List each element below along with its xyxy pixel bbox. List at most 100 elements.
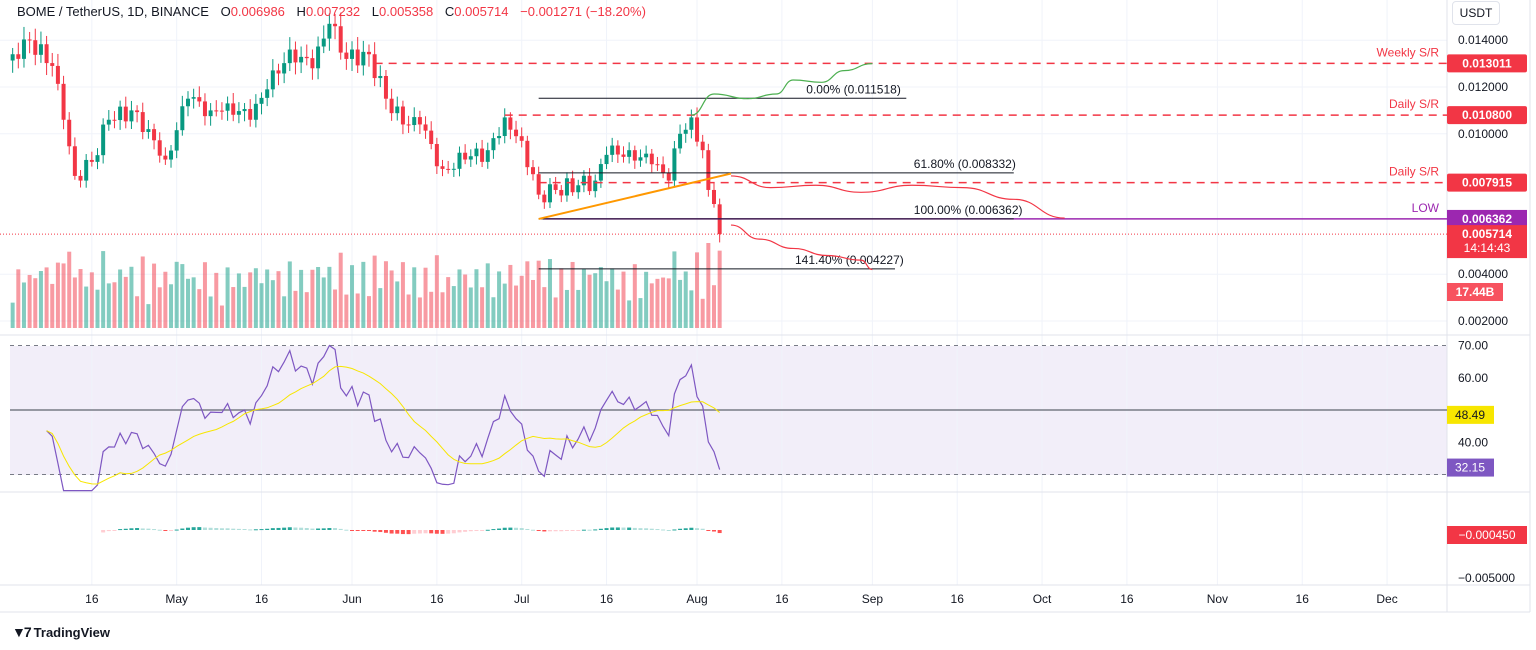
chart-legend: BOME / TetherUS, 1D, BINANCE O0.006986 H…	[17, 4, 646, 19]
low-value: 0.005358	[379, 4, 434, 19]
volume-bar	[666, 278, 671, 328]
volume-bar	[10, 302, 15, 328]
macd-histogram-bar	[316, 528, 321, 530]
macd-histogram-bar	[372, 530, 377, 532]
candle-body	[406, 124, 411, 126]
candle-body	[242, 109, 247, 112]
candle-body	[672, 148, 677, 181]
candle-body	[55, 65, 60, 84]
candle-body	[50, 63, 55, 66]
time-axis-label: Oct	[1033, 592, 1052, 606]
macd-histogram-bar	[666, 529, 671, 531]
volume-bar	[78, 269, 83, 328]
candle-body	[236, 111, 241, 115]
volume-bar	[208, 296, 213, 328]
volume-bar	[89, 272, 94, 328]
macd-histogram-bar	[118, 529, 123, 531]
candle-body	[457, 152, 462, 169]
volume-bar	[502, 283, 507, 328]
macd-histogram-bar	[129, 528, 134, 530]
candle-body	[366, 51, 371, 55]
macd-histogram-bar	[638, 528, 643, 530]
volume-bar	[406, 294, 411, 328]
volume-bar	[655, 278, 660, 328]
macd-histogram-bar	[508, 527, 513, 530]
candle-body	[89, 159, 94, 162]
currency-button[interactable]: USDT	[1452, 1, 1500, 25]
candle-body	[327, 23, 332, 39]
macd-histogram-bar	[270, 528, 275, 530]
tradingview-logo[interactable]: ▼7 TradingView	[12, 624, 110, 640]
volume-bar	[84, 286, 89, 328]
volume-bar	[191, 277, 196, 328]
candle-body	[451, 168, 456, 170]
macd-histogram-bar	[610, 527, 615, 530]
volume-bar	[508, 264, 513, 328]
candle-body	[299, 56, 304, 63]
macd-histogram-bar	[581, 529, 586, 531]
candle-body	[344, 52, 349, 59]
macd-histogram-bar	[655, 529, 660, 531]
volume-bar	[304, 292, 309, 328]
volume-bar	[248, 272, 253, 328]
symbol-title[interactable]: BOME / TetherUS, 1D, BINANCE	[17, 4, 209, 19]
volume-bar	[604, 281, 609, 328]
macd-histogram-bar	[106, 530, 111, 532]
candle-body	[587, 175, 592, 192]
volume-bar	[581, 268, 586, 328]
macd-histogram-bar	[564, 530, 569, 531]
volume-bar	[683, 271, 688, 328]
macd-histogram-bar	[242, 529, 247, 531]
candle-body	[378, 75, 383, 79]
candle-body	[553, 184, 558, 190]
rsi-value: 32.15	[1455, 461, 1485, 475]
sr-label: Daily S/R	[1389, 97, 1439, 111]
volume-bar	[287, 261, 292, 328]
volume-bar	[197, 289, 202, 328]
candle-body	[417, 117, 422, 125]
last-price-tag	[1447, 225, 1527, 259]
macd-histogram-bar	[553, 530, 558, 532]
last-price-value: 0.005714	[1462, 227, 1512, 241]
macd-histogram-bar	[208, 527, 213, 530]
low-label: L	[371, 4, 380, 19]
candle-body	[44, 44, 49, 64]
candle-body	[706, 150, 711, 190]
volume-bar	[366, 296, 371, 328]
volume-bar	[576, 289, 581, 328]
macd-histogram-bar	[236, 528, 241, 530]
volume-bar	[236, 273, 241, 328]
close-value: 0.005714	[454, 4, 509, 19]
volume-bar	[480, 287, 485, 328]
candle-body	[197, 97, 202, 102]
macd-histogram-bar	[644, 528, 649, 530]
volume-bar	[570, 261, 575, 328]
time-axis-label: 16	[951, 592, 965, 606]
macd-histogram-bar	[180, 528, 185, 530]
volume-bar	[202, 262, 207, 328]
candle-body	[491, 138, 496, 151]
macd-histogram-bar	[276, 527, 281, 530]
volume-bar	[491, 297, 496, 328]
volume-bar	[163, 271, 168, 328]
candle-body	[140, 112, 145, 133]
volume-bar	[21, 282, 26, 328]
candle-body	[338, 26, 343, 53]
macd-histogram-bar	[451, 530, 456, 534]
candle-body	[163, 155, 168, 160]
candle-body	[61, 83, 66, 120]
candle-body	[152, 129, 157, 141]
rsi-ma-line	[46, 365, 720, 485]
volume-bar	[514, 285, 519, 328]
macd-histogram-bar	[231, 528, 236, 530]
candle-body	[446, 168, 451, 170]
volume-bar	[67, 251, 72, 328]
volume-bar	[564, 289, 569, 328]
volume-bar	[383, 261, 388, 328]
macd-histogram-bar	[502, 527, 507, 530]
time-axis-label: 16	[85, 592, 99, 606]
macd-histogram-bar	[146, 528, 151, 530]
projection-down-path	[730, 224, 873, 271]
volume-bar	[316, 267, 321, 328]
